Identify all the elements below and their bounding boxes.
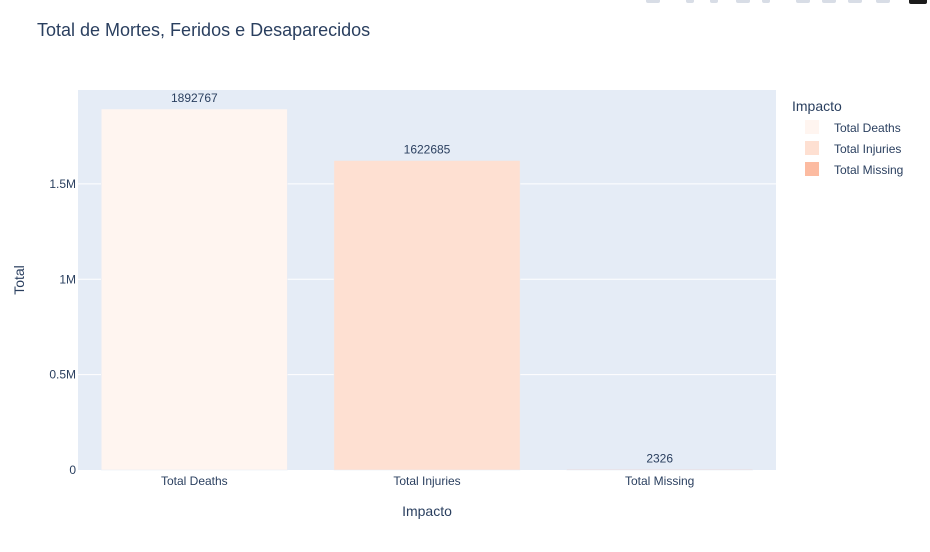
legend-item[interactable]: Total Deaths xyxy=(805,120,901,135)
bars xyxy=(101,108,753,471)
y-tick-label: 1M xyxy=(59,272,76,286)
y-tick-label: 0.5M xyxy=(49,368,76,382)
bar-value-label: 1892767 xyxy=(171,91,218,105)
y-axis-label: Total xyxy=(11,265,27,295)
x-tick-label: Total Missing xyxy=(625,474,694,488)
legend-swatch xyxy=(805,141,819,155)
legend[interactable]: Impacto Total Deaths Total Injuries Total … xyxy=(792,98,903,177)
y-tick-labels: 0 0.5M 1M 1.5M xyxy=(49,177,76,477)
x-tick-labels: Total Deaths Total Injuries Total Missing xyxy=(161,474,694,488)
lasso-icon[interactable] xyxy=(762,0,770,3)
bar-value-labels: 1892767 1622685 2326 xyxy=(171,91,673,465)
box-select-icon[interactable] xyxy=(736,0,750,3)
bar-value-label: 1622685 xyxy=(404,143,451,157)
bar-value-label: 2326 xyxy=(646,451,673,465)
x-axis-label: Impacto xyxy=(402,503,452,519)
camera-icon[interactable] xyxy=(646,0,660,3)
bar-total-injuries[interactable] xyxy=(333,160,521,471)
legend-item[interactable]: Total Missing xyxy=(805,162,903,177)
legend-item[interactable]: Total Injuries xyxy=(805,141,901,156)
plotly-logo-icon[interactable] xyxy=(909,0,927,4)
bar-total-missing[interactable] xyxy=(566,469,753,471)
zoom-icon[interactable] xyxy=(686,0,694,3)
pan-icon[interactable] xyxy=(710,0,718,3)
x-tick-label: Total Injuries xyxy=(393,474,460,488)
legend-swatch xyxy=(805,162,819,176)
modebar-toolbar xyxy=(630,0,930,6)
legend-label: Total Deaths xyxy=(834,121,901,135)
legend-label: Total Injuries xyxy=(834,142,901,156)
legend-swatch xyxy=(805,120,819,134)
y-tick-label: 0 xyxy=(69,463,76,477)
x-tick-label: Total Deaths xyxy=(161,474,228,488)
autoscale-icon[interactable] xyxy=(848,0,862,3)
zoom-in-icon[interactable] xyxy=(796,0,810,3)
bar-total-deaths[interactable] xyxy=(101,108,288,471)
y-tick-label: 1.5M xyxy=(49,177,76,191)
reset-axes-icon[interactable] xyxy=(876,0,890,3)
chart-title: Total de Mortes, Feridos e Desaparecidos xyxy=(37,20,370,40)
legend-title: Impacto xyxy=(792,98,842,114)
zoom-out-icon[interactable] xyxy=(822,0,836,3)
legend-label: Total Missing xyxy=(834,163,903,177)
